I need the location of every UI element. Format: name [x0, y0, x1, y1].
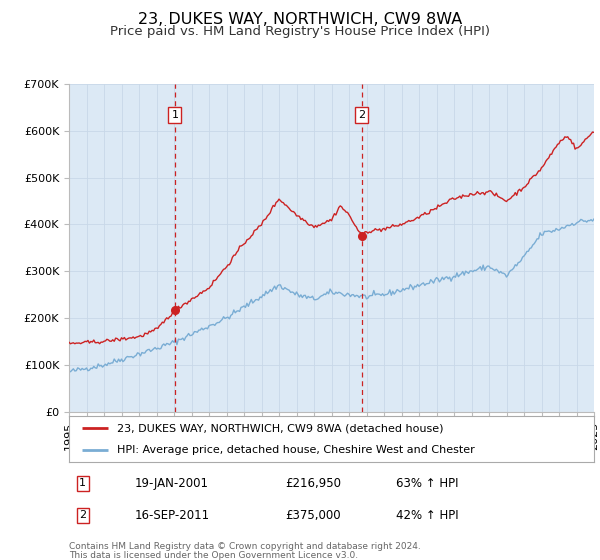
Text: This data is licensed under the Open Government Licence v3.0.: This data is licensed under the Open Gov…	[69, 551, 358, 560]
Text: 42% ↑ HPI: 42% ↑ HPI	[396, 508, 458, 522]
Text: 2: 2	[358, 110, 365, 120]
Text: 23, DUKES WAY, NORTHWICH, CW9 8WA (detached house): 23, DUKES WAY, NORTHWICH, CW9 8WA (detac…	[118, 423, 444, 433]
Text: Price paid vs. HM Land Registry's House Price Index (HPI): Price paid vs. HM Land Registry's House …	[110, 25, 490, 38]
Text: 23, DUKES WAY, NORTHWICH, CW9 8WA: 23, DUKES WAY, NORTHWICH, CW9 8WA	[138, 12, 462, 27]
Text: £216,950: £216,950	[285, 477, 341, 490]
Text: 16-SEP-2011: 16-SEP-2011	[135, 508, 210, 522]
Text: 63% ↑ HPI: 63% ↑ HPI	[396, 477, 458, 490]
Text: 19-JAN-2001: 19-JAN-2001	[135, 477, 209, 490]
Text: 1: 1	[79, 478, 86, 488]
Text: HPI: Average price, detached house, Cheshire West and Chester: HPI: Average price, detached house, Ches…	[118, 445, 475, 455]
Text: 1: 1	[172, 110, 178, 120]
Text: Contains HM Land Registry data © Crown copyright and database right 2024.: Contains HM Land Registry data © Crown c…	[69, 542, 421, 551]
Text: £375,000: £375,000	[285, 508, 341, 522]
Text: 2: 2	[79, 510, 86, 520]
